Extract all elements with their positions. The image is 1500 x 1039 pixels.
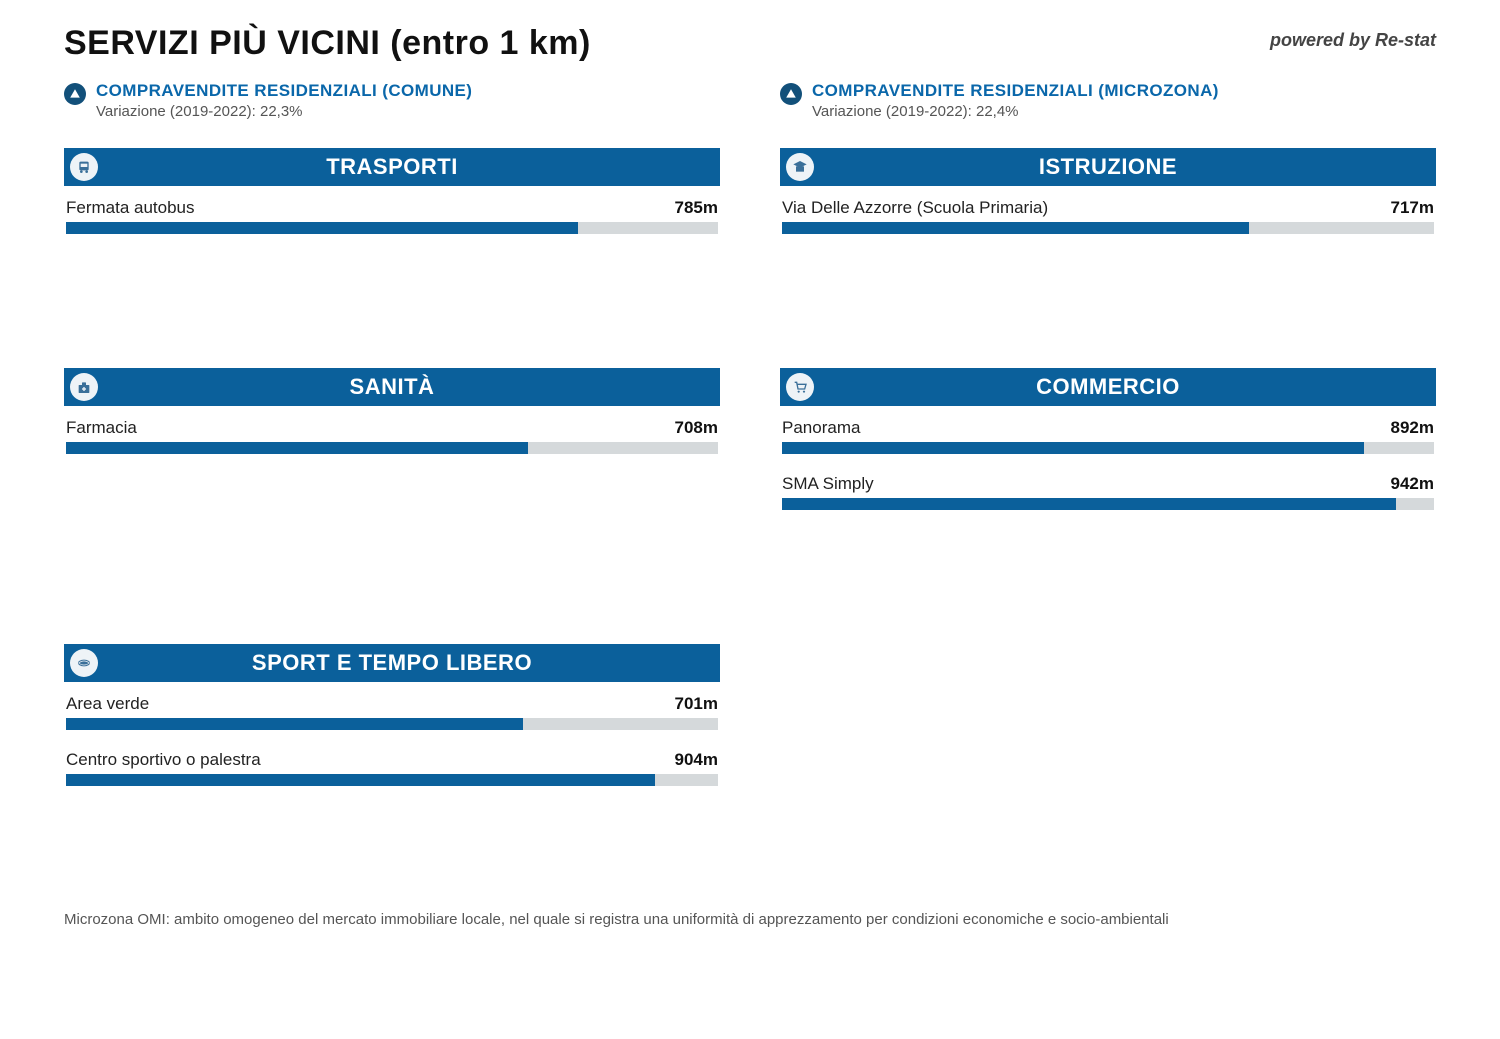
service-label: SMA Simply bbox=[782, 474, 874, 494]
distance-bar-track bbox=[66, 718, 718, 730]
service-item: Area verde 701m bbox=[64, 688, 720, 744]
distance-bar-track bbox=[66, 222, 718, 234]
distance-bar-fill bbox=[782, 222, 1249, 234]
service-item-row: Via Delle Azzorre (Scuola Primaria) 717m bbox=[782, 198, 1434, 218]
service-label: Centro sportivo o palestra bbox=[66, 750, 261, 770]
distance-bar-track bbox=[782, 222, 1434, 234]
service-label: Panorama bbox=[782, 418, 860, 438]
service-label: Area verde bbox=[66, 694, 149, 714]
service-distance: 717m bbox=[1391, 198, 1434, 218]
stat-title: COMPRAVENDITE RESIDENZIALI (MICROZONA) bbox=[812, 81, 1219, 101]
category-title: SPORT E TEMPO LIBERO bbox=[64, 650, 720, 676]
stat-title: COMPRAVENDITE RESIDENZIALI (COMUNE) bbox=[96, 81, 472, 101]
bus-icon bbox=[70, 153, 98, 181]
service-item: Via Delle Azzorre (Scuola Primaria) 717m bbox=[780, 192, 1436, 248]
category-sport: SPORT E TEMPO LIBERO Area verde 701m Centro… bbox=[64, 644, 720, 800]
service-label: Via Delle Azzorre (Scuola Primaria) bbox=[782, 198, 1048, 218]
service-distance: 942m bbox=[1391, 474, 1434, 494]
stat-subtitle: Variazione (2019-2022): 22,3% bbox=[96, 103, 472, 120]
school-icon bbox=[786, 153, 814, 181]
category-commercio: COMMERCIO Panorama 892m SMA Simply 942m bbox=[780, 368, 1436, 524]
stats-row: COMPRAVENDITE RESIDENZIALI (COMUNE) Vari… bbox=[64, 81, 1436, 120]
distance-bar-track bbox=[66, 774, 718, 786]
footnote: Microzona OMI: ambito omogeneo del merca… bbox=[64, 910, 1436, 930]
service-distance: 904m bbox=[675, 750, 718, 770]
category-trasporti: TRASPORTI Fermata autobus 785m bbox=[64, 148, 720, 248]
distance-bar-fill bbox=[66, 442, 528, 454]
service-label: Fermata autobus bbox=[66, 198, 195, 218]
cart-icon bbox=[786, 373, 814, 401]
stat-microzona: COMPRAVENDITE RESIDENZIALI (MICROZONA) V… bbox=[780, 81, 1436, 120]
category-header: COMMERCIO bbox=[780, 368, 1436, 406]
trend-up-icon bbox=[64, 83, 86, 105]
category-header: SANITÀ bbox=[64, 368, 720, 406]
category-header: ISTRUZIONE bbox=[780, 148, 1436, 186]
service-item: Farmacia 708m bbox=[64, 412, 720, 468]
service-item-row: Centro sportivo o palestra 904m bbox=[66, 750, 718, 770]
service-item-row: Farmacia 708m bbox=[66, 418, 718, 438]
health-icon bbox=[70, 373, 98, 401]
powered-by-label: powered by Re-stat bbox=[1270, 30, 1436, 51]
category-sanita: SANITÀ Farmacia 708m bbox=[64, 368, 720, 524]
service-distance: 701m bbox=[675, 694, 718, 714]
service-item: Centro sportivo o palestra 904m bbox=[64, 744, 720, 800]
service-item-row: SMA Simply 942m bbox=[782, 474, 1434, 494]
service-item: Panorama 892m bbox=[780, 412, 1436, 468]
category-title: TRASPORTI bbox=[64, 154, 720, 180]
trend-up-icon bbox=[780, 83, 802, 105]
sport-icon bbox=[70, 649, 98, 677]
distance-bar-track bbox=[66, 442, 718, 454]
distance-bar-track bbox=[782, 442, 1434, 454]
distance-bar-fill bbox=[66, 774, 655, 786]
service-item-row: Panorama 892m bbox=[782, 418, 1434, 438]
stat-subtitle: Variazione (2019-2022): 22,4% bbox=[812, 103, 1219, 120]
service-label: Farmacia bbox=[66, 418, 137, 438]
category-header: TRASPORTI bbox=[64, 148, 720, 186]
distance-bar-fill bbox=[66, 222, 578, 234]
service-distance: 892m bbox=[1391, 418, 1434, 438]
service-item: Fermata autobus 785m bbox=[64, 192, 720, 248]
header: SERVIZI PIÙ VICINI (entro 1 km) powered … bbox=[64, 24, 1436, 63]
stat-comune: COMPRAVENDITE RESIDENZIALI (COMUNE) Vari… bbox=[64, 81, 720, 120]
page-title: SERVIZI PIÙ VICINI (entro 1 km) bbox=[64, 24, 591, 63]
service-distance: 708m bbox=[675, 418, 718, 438]
stat-text: COMPRAVENDITE RESIDENZIALI (COMUNE) Vari… bbox=[96, 81, 472, 120]
service-item-row: Fermata autobus 785m bbox=[66, 198, 718, 218]
categories-grid: TRASPORTI Fermata autobus 785m ISTRUZIONE Vi… bbox=[64, 148, 1436, 800]
category-istruzione: ISTRUZIONE Via Delle Azzorre (Scuola Prim… bbox=[780, 148, 1436, 248]
service-item: SMA Simply 942m bbox=[780, 468, 1436, 524]
service-distance: 785m bbox=[675, 198, 718, 218]
stat-text: COMPRAVENDITE RESIDENZIALI (MICROZONA) V… bbox=[812, 81, 1219, 120]
distance-bar-fill bbox=[782, 442, 1364, 454]
distance-bar-fill bbox=[782, 498, 1396, 510]
service-item-row: Area verde 701m bbox=[66, 694, 718, 714]
category-title: COMMERCIO bbox=[780, 374, 1436, 400]
distance-bar-track bbox=[782, 498, 1434, 510]
distance-bar-fill bbox=[66, 718, 523, 730]
category-title: SANITÀ bbox=[64, 374, 720, 400]
category-title: ISTRUZIONE bbox=[780, 154, 1436, 180]
category-header: SPORT E TEMPO LIBERO bbox=[64, 644, 720, 682]
